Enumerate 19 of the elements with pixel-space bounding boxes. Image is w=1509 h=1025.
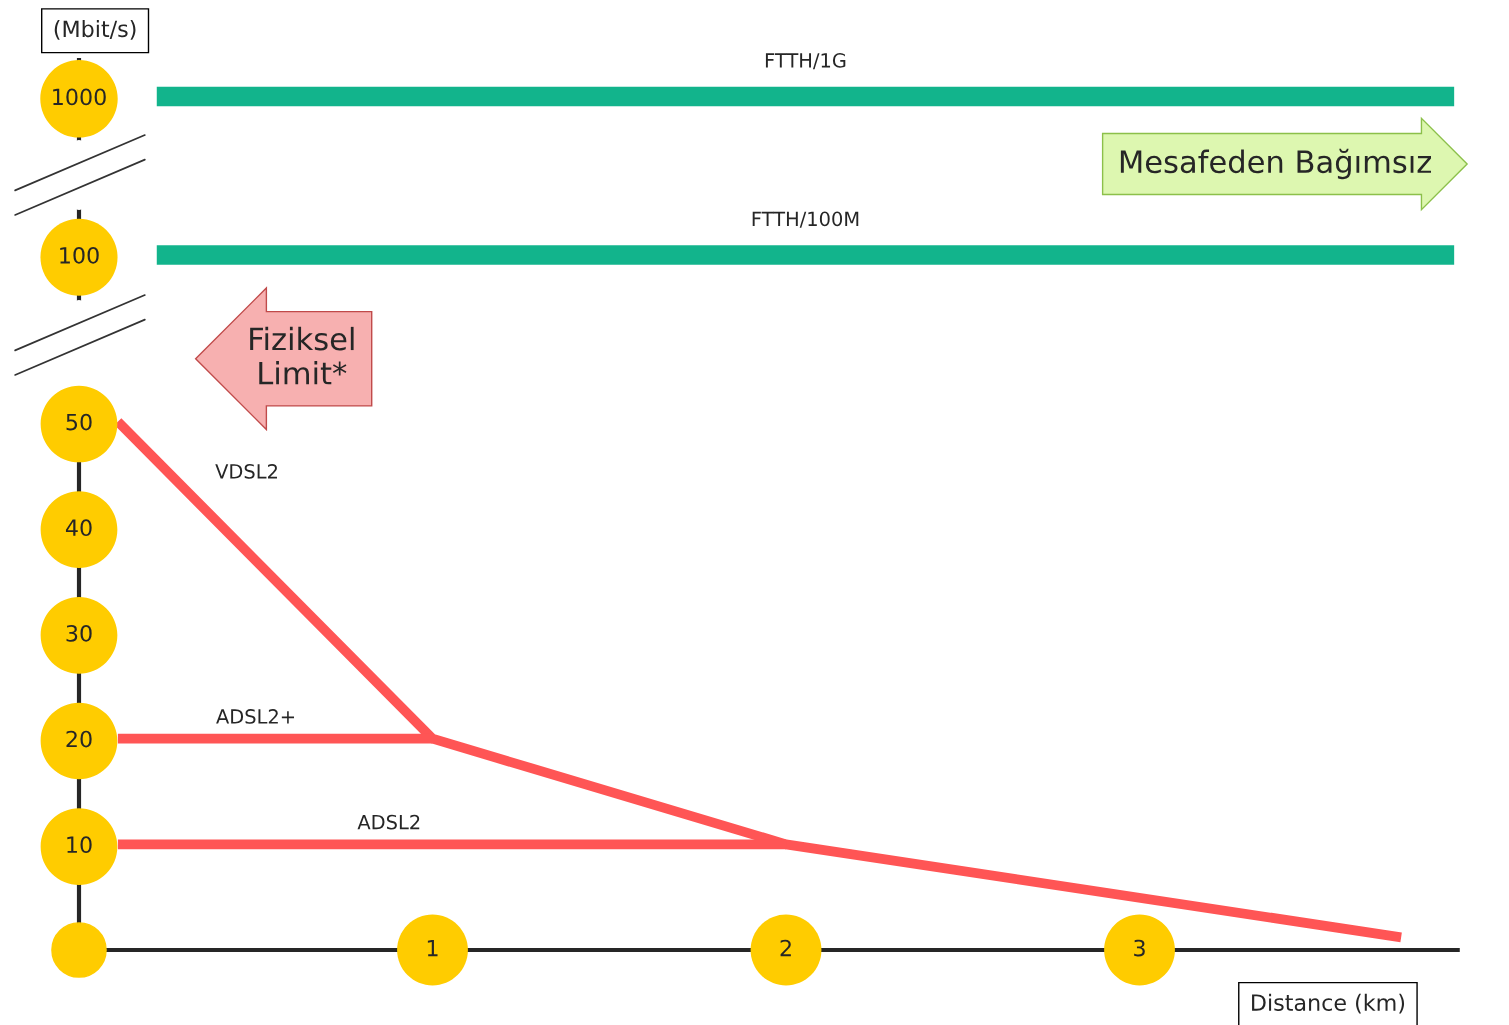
y-tick-label: 30 — [66, 624, 92, 642]
y-tick-label: 10 — [67, 836, 92, 854]
series-label: FTTH/100M — [752, 211, 859, 228]
y-tick-label: 20 — [66, 730, 92, 748]
series-label: VDSL2 — [215, 464, 277, 479]
y-axis-title: (Mbit/s) — [54, 20, 136, 40]
series-label: FTTH/1G — [765, 53, 846, 70]
x-axis-title: Distance (km) — [1252, 993, 1405, 1014]
x-tick-label: 3 — [1134, 939, 1145, 957]
y-tick-label: 100 — [60, 246, 99, 264]
series-label: ADSL2 — [357, 814, 420, 830]
x-tick-label: 1 — [427, 939, 438, 957]
y-tick-label: 50 — [66, 413, 92, 431]
x-tick-label: 2 — [780, 939, 791, 957]
series-label: ADSL2+ — [216, 709, 295, 724]
y-tick-label: 1000 — [53, 88, 106, 106]
annotation: Mesafeden Bağımsız — [1120, 148, 1431, 180]
y-tick-label: 40 — [65, 519, 92, 537]
text: Fiziksel Limit* — [250, 326, 354, 385]
